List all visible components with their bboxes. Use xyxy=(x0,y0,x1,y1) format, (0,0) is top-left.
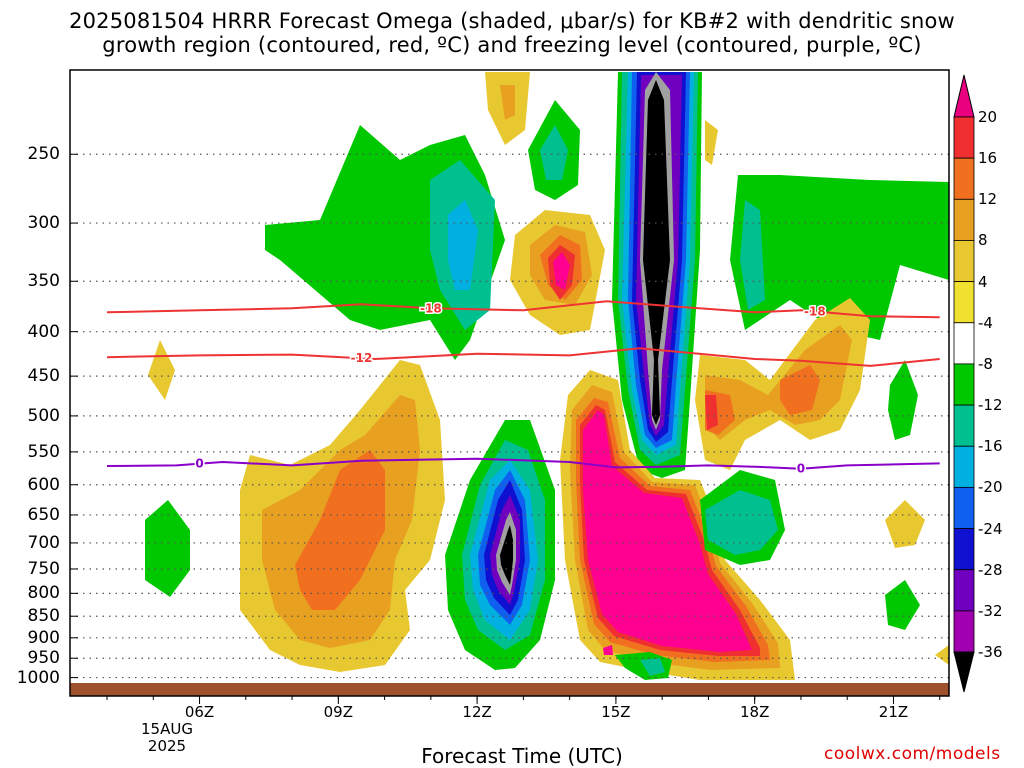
omega-shade-green-fr1 xyxy=(888,360,918,440)
omega-shade-teal-tc xyxy=(540,125,568,180)
y-tick-label: 450 xyxy=(27,366,60,387)
colorbar-label: -8 xyxy=(978,354,993,373)
y-tick-label: 650 xyxy=(27,504,60,525)
colorbar-label: 4 xyxy=(978,272,988,291)
credit-link[interactable]: coolwx.com/models xyxy=(824,744,1001,764)
colorbar-swatch xyxy=(953,157,975,200)
contour-label: 0 xyxy=(195,457,203,471)
omega-shading xyxy=(145,72,949,680)
y-tick-label: 250 xyxy=(27,144,60,165)
omega-shade-teal-rl xyxy=(705,490,778,555)
contour-label: -18 xyxy=(804,305,826,319)
omega-shade-darkorange-r xyxy=(705,365,820,435)
y-tick-label: 950 xyxy=(27,648,60,669)
contour-label: -12 xyxy=(351,351,373,365)
y-tick-label: 350 xyxy=(27,271,60,292)
x-tick-label: 09Z xyxy=(323,703,353,721)
colorbar-bottom-arrow xyxy=(953,651,975,693)
y-tick-label: 500 xyxy=(27,405,60,426)
colorbar-label: -20 xyxy=(978,478,1003,497)
colorbar-swatch xyxy=(953,322,975,365)
date-label-day: 15AUG xyxy=(141,720,193,738)
omega-shade-yellow-left xyxy=(148,340,175,400)
colorbar-label: -36 xyxy=(978,643,1003,661)
x-ticks xyxy=(106,696,941,704)
y-tick-label: 800 xyxy=(27,583,60,604)
colorbar-swatch xyxy=(953,198,975,241)
y-tick-label: 400 xyxy=(27,321,60,342)
plot-frame xyxy=(69,69,950,697)
omega-shade-orange-r xyxy=(705,325,852,440)
y-tick-label: 550 xyxy=(27,441,60,462)
y-tick-label: 850 xyxy=(27,606,60,627)
colorbar-swatch xyxy=(953,116,975,159)
contour-label: 0 xyxy=(797,462,805,476)
omega-shade-black-lc xyxy=(500,525,513,585)
x-tick-label: 18Z xyxy=(740,703,770,721)
omega-shade-magenta-pos xyxy=(583,410,752,652)
omega-shade-orange-top1 xyxy=(500,85,515,120)
colorbar-label: 8 xyxy=(978,231,988,250)
colorbar-swatch xyxy=(953,610,975,653)
gridlines xyxy=(70,153,949,679)
omega-shade-red-r xyxy=(705,395,718,430)
contour-line xyxy=(106,347,940,367)
omega-shade-yellow-fr xyxy=(885,500,925,548)
colorbar-swatch xyxy=(953,445,975,488)
colorbar-label: -28 xyxy=(978,560,1003,579)
colorbar-swatch xyxy=(953,240,975,283)
omega-shade-teal-ur xyxy=(740,200,765,310)
colorbar-swatch xyxy=(953,363,975,406)
y-tick-label: 300 xyxy=(27,213,60,234)
y-tick-label: 1000 xyxy=(16,667,60,688)
colorbar-label: -32 xyxy=(978,601,1003,620)
colorbar-swatch xyxy=(953,528,975,571)
y-tick-label: 900 xyxy=(27,627,60,648)
omega-shade-black-col xyxy=(643,80,670,425)
y-tick-label: 700 xyxy=(27,532,60,553)
colorbar-swatch xyxy=(953,569,975,612)
contour-label: -18 xyxy=(420,301,442,315)
colorbar-top-arrow xyxy=(953,74,975,118)
colorbar-label: -4 xyxy=(978,313,993,332)
chart-title-line2: growth region (contoured, red, ºC) and f… xyxy=(102,33,922,57)
temperature-contours: -18 -18 -12 0 0 xyxy=(106,300,940,477)
contour-line xyxy=(106,457,940,470)
omega-shade-magenta-c xyxy=(553,252,570,290)
terrain-bar xyxy=(70,683,949,696)
omega-shade-green-left xyxy=(145,500,190,597)
omega-shade-teal-small xyxy=(640,658,665,676)
x-tick-label: 12Z xyxy=(462,703,492,721)
omega-shade-cyan-ul xyxy=(448,200,478,290)
omega-shade-green-ur xyxy=(730,175,949,340)
omega-shade-yellow-fr2 xyxy=(935,645,949,665)
y-tick-label: 600 xyxy=(27,474,60,495)
omega-shade-darkorange-ll xyxy=(295,450,385,610)
colorbar-label: -12 xyxy=(978,396,1003,415)
colorbar-label: 20 xyxy=(978,108,998,126)
x-tick-label: 06Z xyxy=(184,703,215,721)
date-label-year: 2025 xyxy=(147,737,187,755)
colorbar-label: 16 xyxy=(978,149,998,168)
colorbar-label: -24 xyxy=(978,519,1003,538)
contour-line xyxy=(106,300,940,319)
colorbar-swatch xyxy=(953,486,975,529)
omega-shade-yellow-top2 xyxy=(705,120,718,165)
chart-title-line1: 2025081504 HRRR Forecast Omega (shaded, … xyxy=(69,9,955,33)
colorbar-label: -16 xyxy=(978,437,1003,456)
colorbar-swatch xyxy=(953,281,975,324)
y-tick-label: 750 xyxy=(27,558,60,579)
x-tick-label: 15Z xyxy=(601,703,631,721)
omega-shade-magenta-small xyxy=(603,645,613,655)
colorbar xyxy=(953,74,975,693)
x-axis-title: Forecast Time (UTC) xyxy=(421,744,623,768)
omega-shade-green-fr2 xyxy=(885,580,920,630)
colorbar-swatch xyxy=(953,404,975,447)
colorbar-label: 12 xyxy=(978,190,998,209)
x-tick-label: 21Z xyxy=(878,703,909,721)
